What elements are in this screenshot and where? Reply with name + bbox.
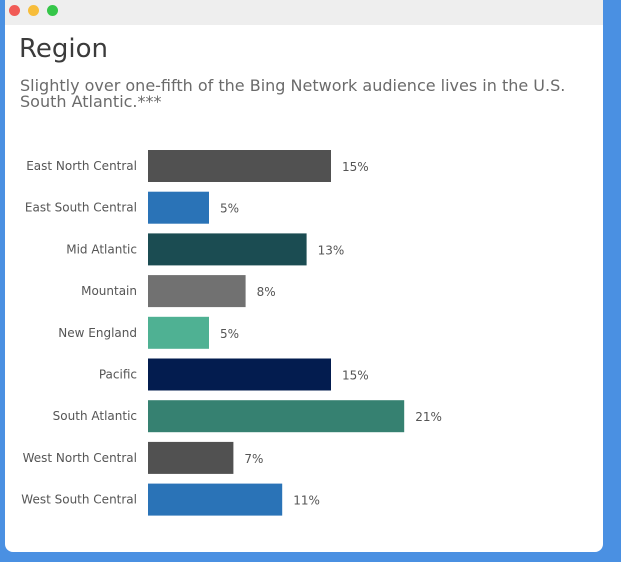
category-label: New England <box>58 326 137 340</box>
data-label: 15% <box>342 369 369 383</box>
category-label: South Atlantic <box>53 409 137 423</box>
data-label: 21% <box>415 410 442 424</box>
category-label: East South Central <box>25 201 137 215</box>
data-label: 5% <box>220 202 239 216</box>
bar <box>148 400 405 433</box>
data-label: 8% <box>257 285 276 299</box>
data-label: 15% <box>342 160 369 174</box>
bar <box>148 191 209 224</box>
maximize-window-button[interactable] <box>47 5 58 16</box>
chart-title: Region <box>19 34 109 64</box>
title-bar <box>5 0 603 25</box>
category-label: West North Central <box>23 451 137 465</box>
close-window-button[interactable] <box>9 5 20 16</box>
region-bar-chart: East North Central 15% East South Central 5… <box>21 150 442 516</box>
bar <box>148 358 331 391</box>
bar <box>148 441 234 474</box>
category-label: West South Central <box>21 493 137 507</box>
bar <box>148 150 331 182</box>
bar <box>148 275 246 308</box>
data-label: 7% <box>244 452 263 466</box>
bar <box>148 233 307 266</box>
minimize-window-button[interactable] <box>28 5 39 16</box>
category-label: Pacific <box>99 368 137 382</box>
category-label: Mountain <box>81 284 137 298</box>
data-label: 5% <box>220 327 239 341</box>
data-label: 11% <box>293 494 320 508</box>
bar <box>148 483 283 516</box>
data-label: 13% <box>318 243 345 257</box>
bar <box>148 316 209 349</box>
category-label: Mid Atlantic <box>66 242 137 256</box>
chart-subtitle: Slightly over one-fifth of the Bing Netw… <box>20 76 566 111</box>
app-window: Region Slightly over one-fifth of the Bi… <box>5 0 603 552</box>
category-label: East North Central <box>26 159 137 173</box>
